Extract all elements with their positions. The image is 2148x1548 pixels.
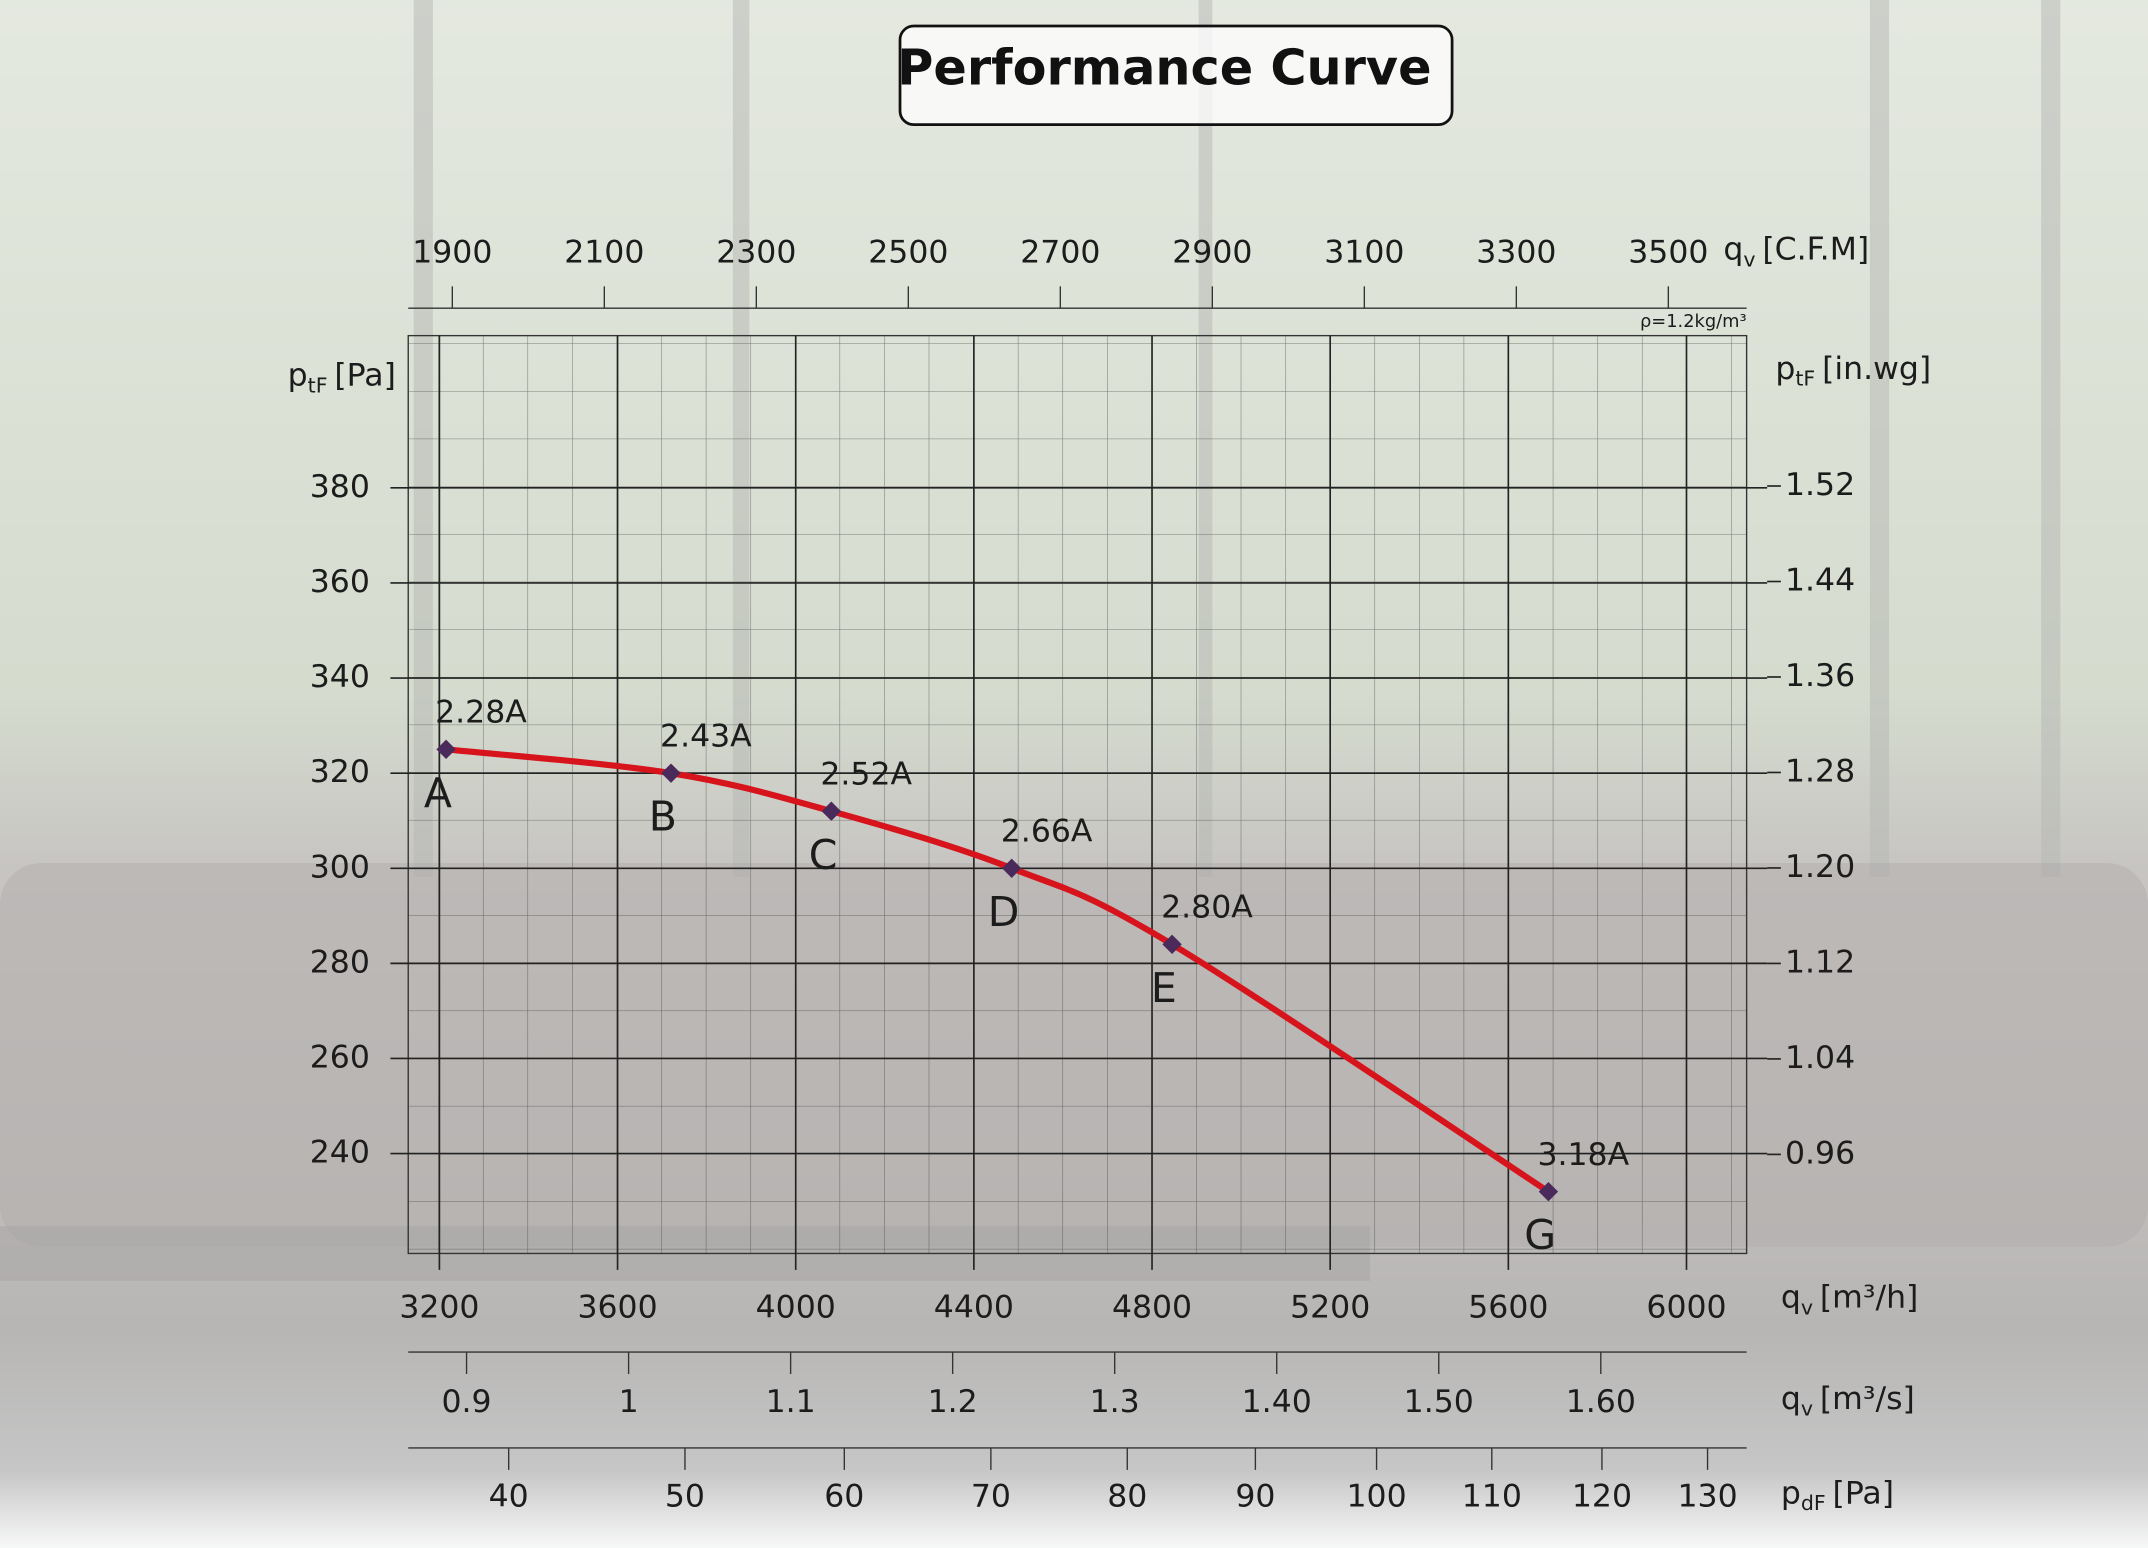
x-tick-label: 60 <box>824 1478 864 1514</box>
y-tick-label: 360 <box>310 564 370 600</box>
axis-label: ptF [in.wg] <box>1775 351 1931 391</box>
axis-label: pdF [Pa] <box>1781 1476 1894 1516</box>
x-tick-label: 3200 <box>399 1289 479 1325</box>
x-tick-label: 1.3 <box>1090 1384 1140 1420</box>
point-marker <box>1538 1181 1559 1202</box>
current-label: 2.66A <box>1001 814 1093 850</box>
x-tick-label: 3300 <box>1476 234 1556 270</box>
point-marker <box>1002 858 1022 878</box>
y-tick-label: 300 <box>310 849 370 885</box>
y-tick-label: 280 <box>310 944 370 980</box>
x-tick-label: 2700 <box>1020 234 1100 270</box>
x-tick-label: 1 <box>619 1384 639 1420</box>
current-label: 2.52A <box>820 757 912 793</box>
axis-symbol: q <box>1723 232 1743 268</box>
x-tick-label: 0.9 <box>442 1384 492 1420</box>
y2-tick-label: 1.44 <box>1785 563 1855 599</box>
axis-label: qv [m³/h] <box>1781 1280 1918 1320</box>
y2-tick-label: 1.28 <box>1785 753 1855 789</box>
x-tick-label: 110 <box>1462 1478 1522 1514</box>
x-tick-label: 1.60 <box>1566 1384 1636 1420</box>
x-tick-label: 4000 <box>756 1289 836 1325</box>
axis-unit: [Pa] <box>1833 1476 1894 1512</box>
point-label: E <box>1151 964 1177 1012</box>
axis-symbol: p <box>1781 1476 1801 1512</box>
x-tick-label: 50 <box>665 1478 705 1514</box>
axis-symbol: q <box>1781 1280 1801 1316</box>
minor-grid <box>408 335 1747 1254</box>
y2-tick-label: 1.04 <box>1785 1040 1855 1076</box>
x-tick-label: 2500 <box>868 234 948 270</box>
current-label: 2.28A <box>435 695 527 731</box>
y2-tick-label: 0.96 <box>1785 1135 1855 1171</box>
curve <box>443 746 1552 1195</box>
x-tick-label: 70 <box>971 1478 1011 1514</box>
x-tick-label: 100 <box>1346 1478 1406 1514</box>
y2-tick-label: 1.52 <box>1785 467 1855 503</box>
x-tick-label: 4400 <box>934 1289 1014 1325</box>
point-label: C <box>809 831 838 879</box>
axis-unit: [in.wg] <box>1822 351 1931 387</box>
density-note: ρ=1.2kg/m³ <box>1640 311 1747 332</box>
axis-subscript: dF <box>1801 1491 1826 1515</box>
x-tick-label: 3500 <box>1628 234 1708 270</box>
point-label: D <box>988 888 1020 936</box>
x-tick-label: 6000 <box>1646 1289 1726 1325</box>
y2-tick-label: 1.20 <box>1785 849 1855 885</box>
x-tick-label: 120 <box>1572 1478 1632 1514</box>
plot-frame <box>407 334 1748 1255</box>
y-tick-label: 380 <box>310 469 370 505</box>
x-tick-label: 80 <box>1107 1478 1147 1514</box>
x-tick-label: 1.1 <box>766 1384 816 1420</box>
y2-tick-label: 1.36 <box>1785 658 1855 694</box>
x-tick-label: 1900 <box>412 234 492 270</box>
y-tick-label: 320 <box>310 754 370 790</box>
axis-unit: [m³/s] <box>1820 1381 1915 1417</box>
axis-subscript: tF <box>308 373 328 397</box>
point-label: A <box>424 769 452 817</box>
y2-tick-label: 1.12 <box>1785 944 1855 980</box>
axis-unit: [m³/h] <box>1820 1280 1918 1316</box>
x-tick-label: 4800 <box>1112 1289 1192 1325</box>
x-tick-label: 5200 <box>1290 1289 1370 1325</box>
current-label: 2.43A <box>660 719 752 755</box>
axis-symbol: p <box>1775 351 1795 387</box>
point-marker <box>1162 934 1182 955</box>
y-tick-label: 260 <box>310 1039 370 1075</box>
x-tick-label: 2100 <box>564 234 644 270</box>
axis-label: ptF [Pa] <box>288 358 396 398</box>
y-tick-label: 240 <box>310 1135 370 1171</box>
axis-unit: [Pa] <box>334 358 395 394</box>
point-label: G <box>1524 1211 1556 1259</box>
title-box: Performance Curve <box>897 24 1454 127</box>
x-tick-label: 2300 <box>716 234 796 270</box>
axis-symbol: p <box>288 358 308 394</box>
point-label: B <box>649 793 677 841</box>
x-tick-label: 130 <box>1677 1478 1737 1514</box>
x-tick-label: 40 <box>489 1478 529 1514</box>
x-tick-label: 5600 <box>1468 1289 1548 1325</box>
axis-label: qv [C.F.M] <box>1723 232 1869 272</box>
current-label: 3.18A <box>1537 1137 1629 1173</box>
point-marker <box>821 801 842 821</box>
x-tick-label: 1.50 <box>1404 1384 1474 1420</box>
current-label: 2.80A <box>1161 890 1253 926</box>
axis-symbol: q <box>1781 1381 1801 1417</box>
axis-subscript: v <box>1801 1397 1813 1421</box>
chart-title: Performance Curve <box>897 39 1431 97</box>
axis-label: qv [m³/s] <box>1781 1381 1915 1421</box>
y-tick-label: 340 <box>310 659 370 695</box>
x-tick-label: 1.40 <box>1242 1384 1312 1420</box>
axis-unit: [C.F.M] <box>1762 232 1869 268</box>
x-tick-label: 3600 <box>577 1289 657 1325</box>
x-tick-label: 3100 <box>1324 234 1404 270</box>
x-tick-label: 1.2 <box>928 1384 978 1420</box>
axis-subscript: v <box>1743 247 1755 271</box>
x-tick-label: 2900 <box>1172 234 1252 270</box>
axis-subscript: tF <box>1795 366 1815 390</box>
x-tick-label: 90 <box>1235 1478 1275 1514</box>
point-marker <box>661 763 681 783</box>
axis-subscript: v <box>1801 1295 1813 1319</box>
